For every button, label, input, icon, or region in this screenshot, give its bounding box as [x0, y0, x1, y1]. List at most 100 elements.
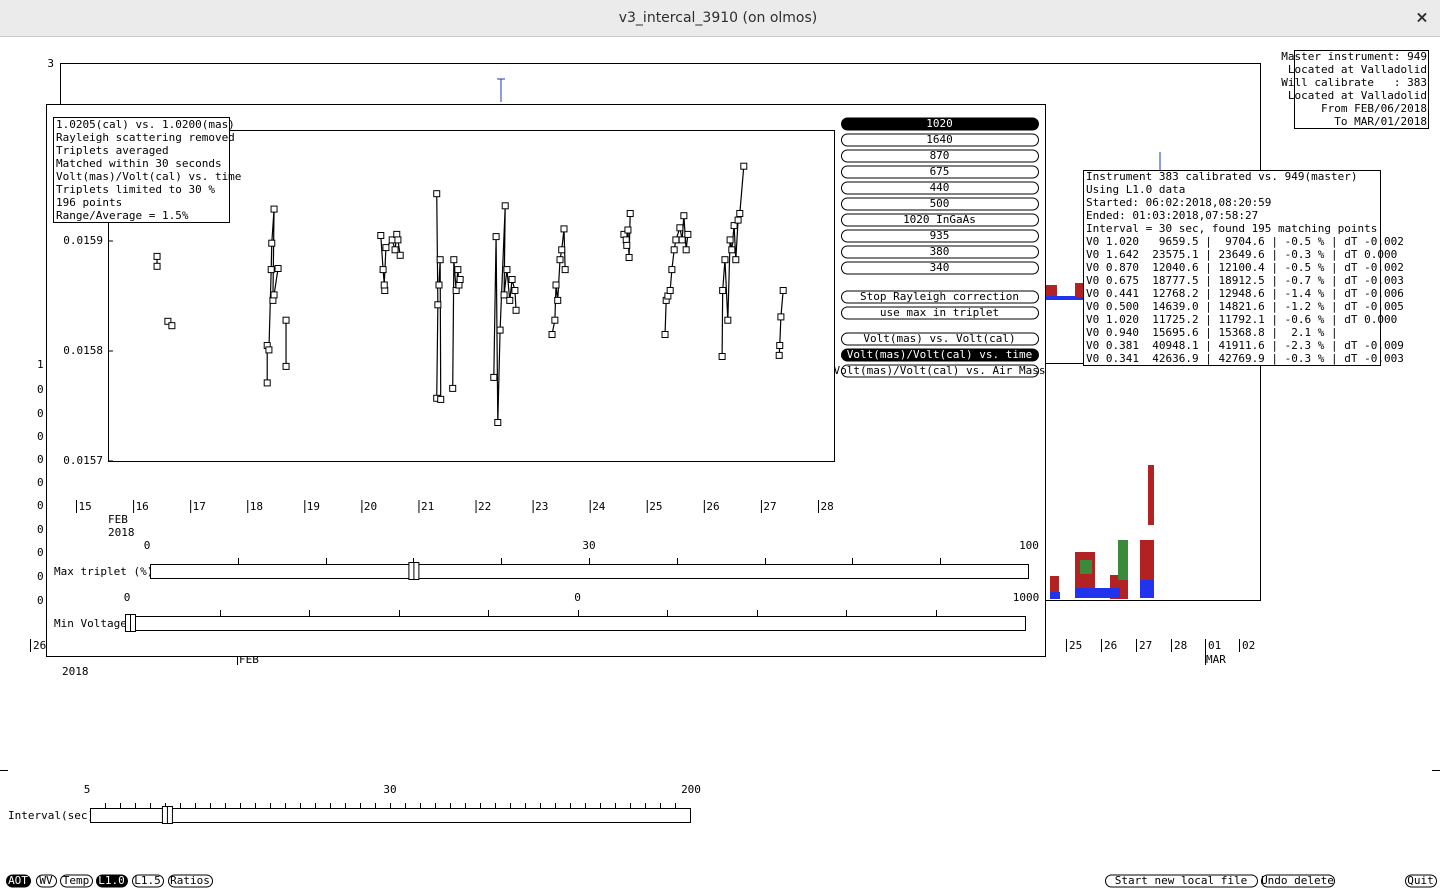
action-button-frame[interactable] [1405, 874, 1437, 888]
wavelength-button-frame[interactable] [841, 245, 1039, 259]
wavelength-button-frame[interactable] [841, 213, 1039, 227]
wavelength-button-label[interactable]: 440 [930, 181, 950, 194]
slider-value: 0 [574, 591, 581, 604]
close-button[interactable]: × [1415, 8, 1428, 27]
wavelength-button-frame[interactable] [841, 261, 1039, 275]
tab-button[interactable]: AOT [6, 874, 31, 888]
option-button-frame[interactable] [841, 290, 1039, 304]
tab-button-frame[interactable] [6, 874, 31, 888]
tab-button-frame[interactable] [60, 874, 93, 888]
data-point [626, 210, 634, 217]
slider-track[interactable] [90, 808, 691, 823]
wavelength-button[interactable]: 870 [841, 149, 1039, 163]
action-button-label[interactable]: Start new local file [1115, 874, 1247, 887]
tab-button[interactable]: WV [36, 874, 57, 888]
plot-mode-button-label[interactable]: Volt(mas) vs. Volt(cal) [863, 332, 1015, 345]
wavelength-button[interactable]: 380 [841, 245, 1039, 259]
data-point [164, 317, 172, 325]
master-info-line: From FEB/06/2018 [1321, 102, 1427, 115]
data-point [730, 222, 738, 230]
data-point [268, 239, 276, 247]
slider[interactable]: Max triplet (%) 0 30 100 [54, 539, 1039, 580]
action-button-label[interactable]: Undo delete [1261, 874, 1334, 887]
calibration-info-line: V0 0.870 12040.6 | 12100.4 | -0.5 % | dT… [1086, 261, 1404, 274]
tab-button-label[interactable]: Ratios [170, 874, 210, 887]
wavelength-button-label[interactable]: 935 [930, 229, 950, 242]
wavelength-button-label[interactable]: 675 [930, 165, 950, 178]
wavelength-button-label[interactable]: 1020 InGaAs [903, 213, 976, 226]
x-tick-label: 25 [649, 500, 662, 513]
wavelength-button-frame[interactable] [841, 133, 1039, 147]
tab-button[interactable]: Temp [60, 874, 93, 888]
data-point [508, 276, 516, 283]
plot-mode-button-label[interactable]: Volt(mas)/Volt(cal) vs. Air Mass [834, 364, 1046, 377]
action-button-frame[interactable] [1261, 874, 1335, 888]
tab-button-frame[interactable] [36, 874, 57, 888]
wavelength-button-label[interactable]: 380 [930, 245, 950, 258]
wavelength-button-label[interactable]: 870 [930, 149, 950, 162]
window-title: v3_intercal_3910 (on olmos) [619, 10, 818, 26]
plot-mode-button[interactable]: Volt(mas)/Volt(cal) vs. Air Mass [834, 364, 1046, 378]
action-button-label[interactable]: Quit [1407, 874, 1434, 887]
wavelength-button-frame[interactable] [841, 181, 1039, 195]
tab-button[interactable]: Ratios [168, 874, 213, 888]
wavelength-button[interactable]: 935 [841, 229, 1039, 243]
wavelength-button[interactable]: 500 [841, 197, 1039, 211]
wavelength-button[interactable]: 1020 InGaAs [841, 213, 1039, 227]
wavelength-button-frame[interactable] [841, 117, 1039, 131]
action-button[interactable]: Quit [1405, 874, 1437, 888]
option-button-label[interactable]: Stop Rayleigh correction [860, 290, 1019, 303]
tab-button-frame[interactable] [168, 874, 213, 888]
data-point [670, 246, 678, 254]
plot-mode-button[interactable]: Volt(mas)/Volt(cal) vs. time [841, 348, 1039, 362]
wavelength-button-frame[interactable] [841, 197, 1039, 211]
option-button-frame[interactable] [841, 306, 1039, 320]
plot-info-line: Range/Average = 1.5% [56, 209, 189, 222]
plot-info-line: Triplets averaged [56, 144, 169, 157]
tab-button-frame[interactable] [132, 874, 164, 888]
tab-button-label[interactable]: L1.0 [98, 874, 125, 887]
tab-button-label[interactable]: AOT [8, 874, 28, 887]
wavelength-button-label[interactable]: 500 [930, 197, 950, 210]
x-tick-label: 27 [1139, 639, 1152, 652]
wavelength-button[interactable]: 340 [841, 261, 1039, 275]
x-tick-label: 16 [136, 500, 149, 513]
tab-button-label[interactable]: Temp [63, 874, 90, 887]
option-button[interactable]: Stop Rayleigh correction [841, 290, 1039, 304]
plot-info-line: 1.0205(cal) vs. 1.0200(mas) [56, 118, 235, 131]
wavelength-button-frame[interactable] [841, 229, 1039, 243]
wavelength-button[interactable]: 1640 [841, 133, 1039, 147]
wavelength-button[interactable]: 675 [841, 165, 1039, 179]
wavelength-button-label[interactable]: 1640 [926, 133, 953, 146]
wavelength-button-frame[interactable] [841, 165, 1039, 179]
wavelength-button-label[interactable]: 340 [930, 261, 950, 274]
tab-button[interactable]: L1.5 [132, 874, 164, 888]
plot-mode-button-frame[interactable] [841, 332, 1039, 346]
tab-button-label[interactable]: L1.5 [134, 874, 161, 887]
action-button[interactable]: Start new local file [1105, 874, 1258, 888]
wavelength-button-frame[interactable] [841, 149, 1039, 163]
tab-button-frame[interactable] [96, 874, 128, 888]
option-button-label[interactable]: use max in triplet [880, 306, 999, 319]
plot-mode-button-frame[interactable] [841, 348, 1039, 362]
data-cluster [1050, 576, 1059, 596]
plot-mode-button[interactable]: Volt(mas) vs. Volt(cal) [841, 332, 1039, 346]
wavelength-button[interactable]: 1020 [841, 117, 1039, 131]
plot-mode-button-frame[interactable] [841, 364, 1039, 378]
action-button[interactable]: Undo delete [1261, 874, 1335, 888]
data-point [153, 262, 161, 270]
plot-mode-button-label[interactable]: Volt(mas)/Volt(cal) vs. time [847, 348, 1032, 361]
tab-button-label[interactable]: WV [39, 874, 53, 887]
wavelength-button[interactable]: 440 [841, 181, 1039, 195]
wavelength-button-label[interactable]: 1020 [926, 117, 953, 130]
slider-track[interactable] [130, 616, 1026, 631]
slider[interactable]: Interval(sec) 5 30 200 [8, 783, 701, 824]
calibration-info-line: Interval = 30 sec, found 195 matching po… [1086, 222, 1377, 235]
data-cluster [1075, 283, 1085, 297]
slider-track[interactable] [150, 564, 1029, 579]
tab-button[interactable]: L1.0 [96, 874, 128, 888]
option-button[interactable]: use max in triplet [841, 306, 1039, 320]
data-point [724, 316, 732, 324]
action-button-frame[interactable] [1105, 874, 1258, 888]
slider[interactable]: Min Voltage 0 0 1000 [54, 591, 1039, 632]
